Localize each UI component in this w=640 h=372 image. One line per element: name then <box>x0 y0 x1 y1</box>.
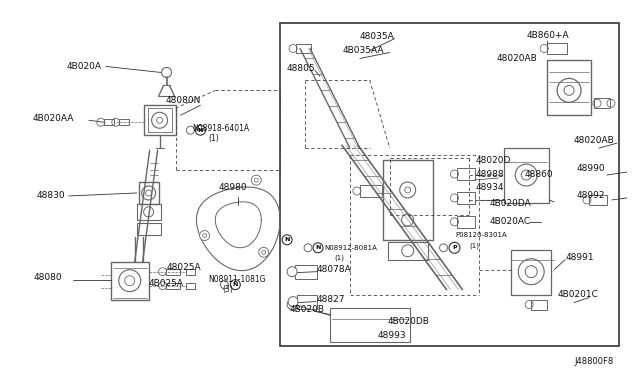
Text: 4B020AA: 4B020AA <box>32 114 74 123</box>
Text: N: N <box>198 128 203 133</box>
Circle shape <box>252 175 261 185</box>
Text: 48992: 48992 <box>577 192 605 201</box>
Circle shape <box>313 243 323 253</box>
Text: N: N <box>316 245 321 250</box>
Text: 48080: 48080 <box>33 273 61 282</box>
Circle shape <box>186 126 195 134</box>
Bar <box>547 61 591 115</box>
Text: 4B860+A: 4B860+A <box>526 31 569 40</box>
Circle shape <box>287 299 297 310</box>
Bar <box>594 98 610 108</box>
Bar <box>295 265 317 279</box>
Bar <box>104 119 114 125</box>
Bar <box>280 23 619 346</box>
Text: N08911-1081G: N08911-1081G <box>209 275 266 284</box>
Text: 48020AB: 48020AB <box>574 136 615 145</box>
Bar <box>111 262 148 299</box>
Bar <box>531 299 547 310</box>
Circle shape <box>195 125 205 135</box>
Bar <box>589 195 607 205</box>
Circle shape <box>304 244 312 252</box>
Bar <box>330 308 410 342</box>
Bar <box>458 192 476 204</box>
Text: N: N <box>232 282 238 287</box>
Text: 48980: 48980 <box>218 183 247 192</box>
Bar <box>511 250 551 295</box>
Bar <box>166 269 180 275</box>
Circle shape <box>287 267 297 277</box>
Bar <box>458 216 476 228</box>
Text: 48020AB: 48020AB <box>497 54 537 63</box>
Text: 48990: 48990 <box>577 164 605 173</box>
Bar <box>119 119 129 125</box>
Bar <box>143 105 175 135</box>
Circle shape <box>440 244 447 252</box>
Bar <box>547 42 567 54</box>
Text: 4B020B: 4B020B <box>289 305 324 314</box>
Bar <box>388 242 428 260</box>
Bar <box>296 44 311 54</box>
Text: 4B020AC: 4B020AC <box>490 217 531 227</box>
Circle shape <box>282 235 292 245</box>
Text: 4B020DA: 4B020DA <box>490 199 531 208</box>
Text: (1): (1) <box>334 254 344 261</box>
Text: 48934: 48934 <box>476 183 504 192</box>
Bar <box>186 283 195 289</box>
Text: 48078A: 48078A <box>317 265 352 274</box>
Text: J48800F8: J48800F8 <box>575 357 614 366</box>
Text: 48080N: 48080N <box>166 96 201 105</box>
Text: P: P <box>452 245 457 250</box>
Text: N08912-8081A: N08912-8081A <box>324 245 377 251</box>
Bar <box>137 223 161 235</box>
Text: P08120-8301A: P08120-8301A <box>456 232 508 238</box>
Text: (1): (1) <box>469 243 479 249</box>
Bar <box>166 283 180 289</box>
Circle shape <box>200 231 209 241</box>
Bar <box>297 295 317 308</box>
Text: 4B020DB: 4B020DB <box>388 317 429 326</box>
Text: 48993: 48993 <box>378 331 406 340</box>
Circle shape <box>230 280 240 290</box>
Text: 4B035AA: 4B035AA <box>343 46 385 55</box>
Circle shape <box>259 247 269 257</box>
Text: 4B020A: 4B020A <box>67 62 102 71</box>
Text: 48025A: 48025A <box>166 263 201 272</box>
Bar <box>139 182 159 204</box>
Text: (1): (1) <box>209 134 219 143</box>
Text: 48830: 48830 <box>37 192 66 201</box>
Text: 4B025A: 4B025A <box>148 279 184 288</box>
Circle shape <box>449 242 460 253</box>
Text: 48827: 48827 <box>317 295 346 304</box>
Text: N: N <box>284 237 290 242</box>
Text: 48991: 48991 <box>565 253 594 262</box>
Text: 48805: 48805 <box>286 64 315 73</box>
Bar <box>137 204 161 220</box>
Text: N08918-6401A: N08918-6401A <box>193 124 250 133</box>
Text: (3): (3) <box>222 285 233 294</box>
Text: 48020D: 48020D <box>476 155 511 164</box>
Text: 48860: 48860 <box>524 170 553 179</box>
Text: 4B0201C: 4B0201C <box>557 290 598 299</box>
Circle shape <box>288 296 298 307</box>
Bar <box>360 185 382 197</box>
Circle shape <box>220 280 228 289</box>
Text: 48988: 48988 <box>476 170 504 179</box>
Text: 48035A: 48035A <box>360 32 395 41</box>
Bar <box>504 148 549 203</box>
Bar <box>383 160 433 240</box>
Bar <box>186 269 195 275</box>
Bar <box>458 168 476 180</box>
